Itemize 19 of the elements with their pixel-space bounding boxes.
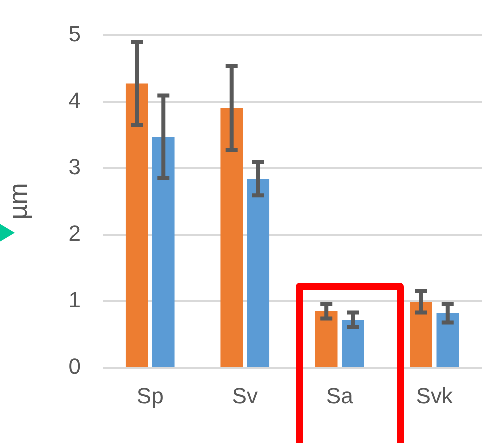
bar xyxy=(247,178,270,367)
y-axis-title: µm xyxy=(2,183,33,220)
y-tick-label: 4 xyxy=(68,88,81,113)
y-tick-label: 0 xyxy=(68,354,81,380)
y-tick-label: 3 xyxy=(68,154,81,180)
y-tick-label: 5 xyxy=(68,21,81,46)
x-tick-label: Sp xyxy=(136,383,164,408)
bar xyxy=(410,302,433,367)
x-tick-label: Svk xyxy=(416,383,454,408)
bar xyxy=(436,313,460,367)
x-tick-label: Sa xyxy=(326,383,354,408)
y-tick-label: 2 xyxy=(68,220,81,246)
bar xyxy=(315,311,338,367)
bar xyxy=(342,320,364,367)
bar xyxy=(220,108,244,367)
bar xyxy=(152,137,175,367)
bar xyxy=(126,84,148,367)
x-tick-label: Sv xyxy=(232,383,258,408)
y-tick-label: 1 xyxy=(68,288,81,313)
